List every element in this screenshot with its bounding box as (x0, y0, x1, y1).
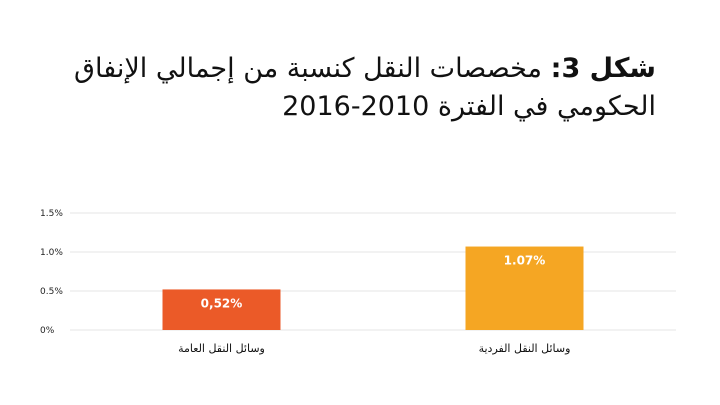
y-tick-label: 1.5% (40, 209, 63, 219)
figure-label: شكل 3: (550, 53, 656, 84)
title-text-line-2: الحكومي في الفترة 2010-2016 (282, 91, 656, 122)
y-tick-label: 0% (40, 326, 55, 336)
y-tick-label: 1.0% (40, 248, 63, 258)
category-label: وسائل النقل العامة (178, 342, 265, 355)
category-label: وسائل النقل الفردية (479, 342, 571, 355)
title-text-line-1: مخصصات النقل كنسبة من إجمالي الإنفاق (74, 53, 543, 84)
y-tick-label: 0.5% (40, 287, 63, 297)
chart-title: شكل 3: مخصصات النقل كنسبة من إجمالي الإن… (56, 50, 656, 126)
data-label: 1.07% (504, 254, 546, 268)
title-line-1: شكل 3: مخصصات النقل كنسبة من إجمالي الإن… (56, 50, 656, 88)
bar (162, 289, 281, 330)
data-label: 0,52% (201, 296, 243, 310)
bar (465, 246, 584, 330)
